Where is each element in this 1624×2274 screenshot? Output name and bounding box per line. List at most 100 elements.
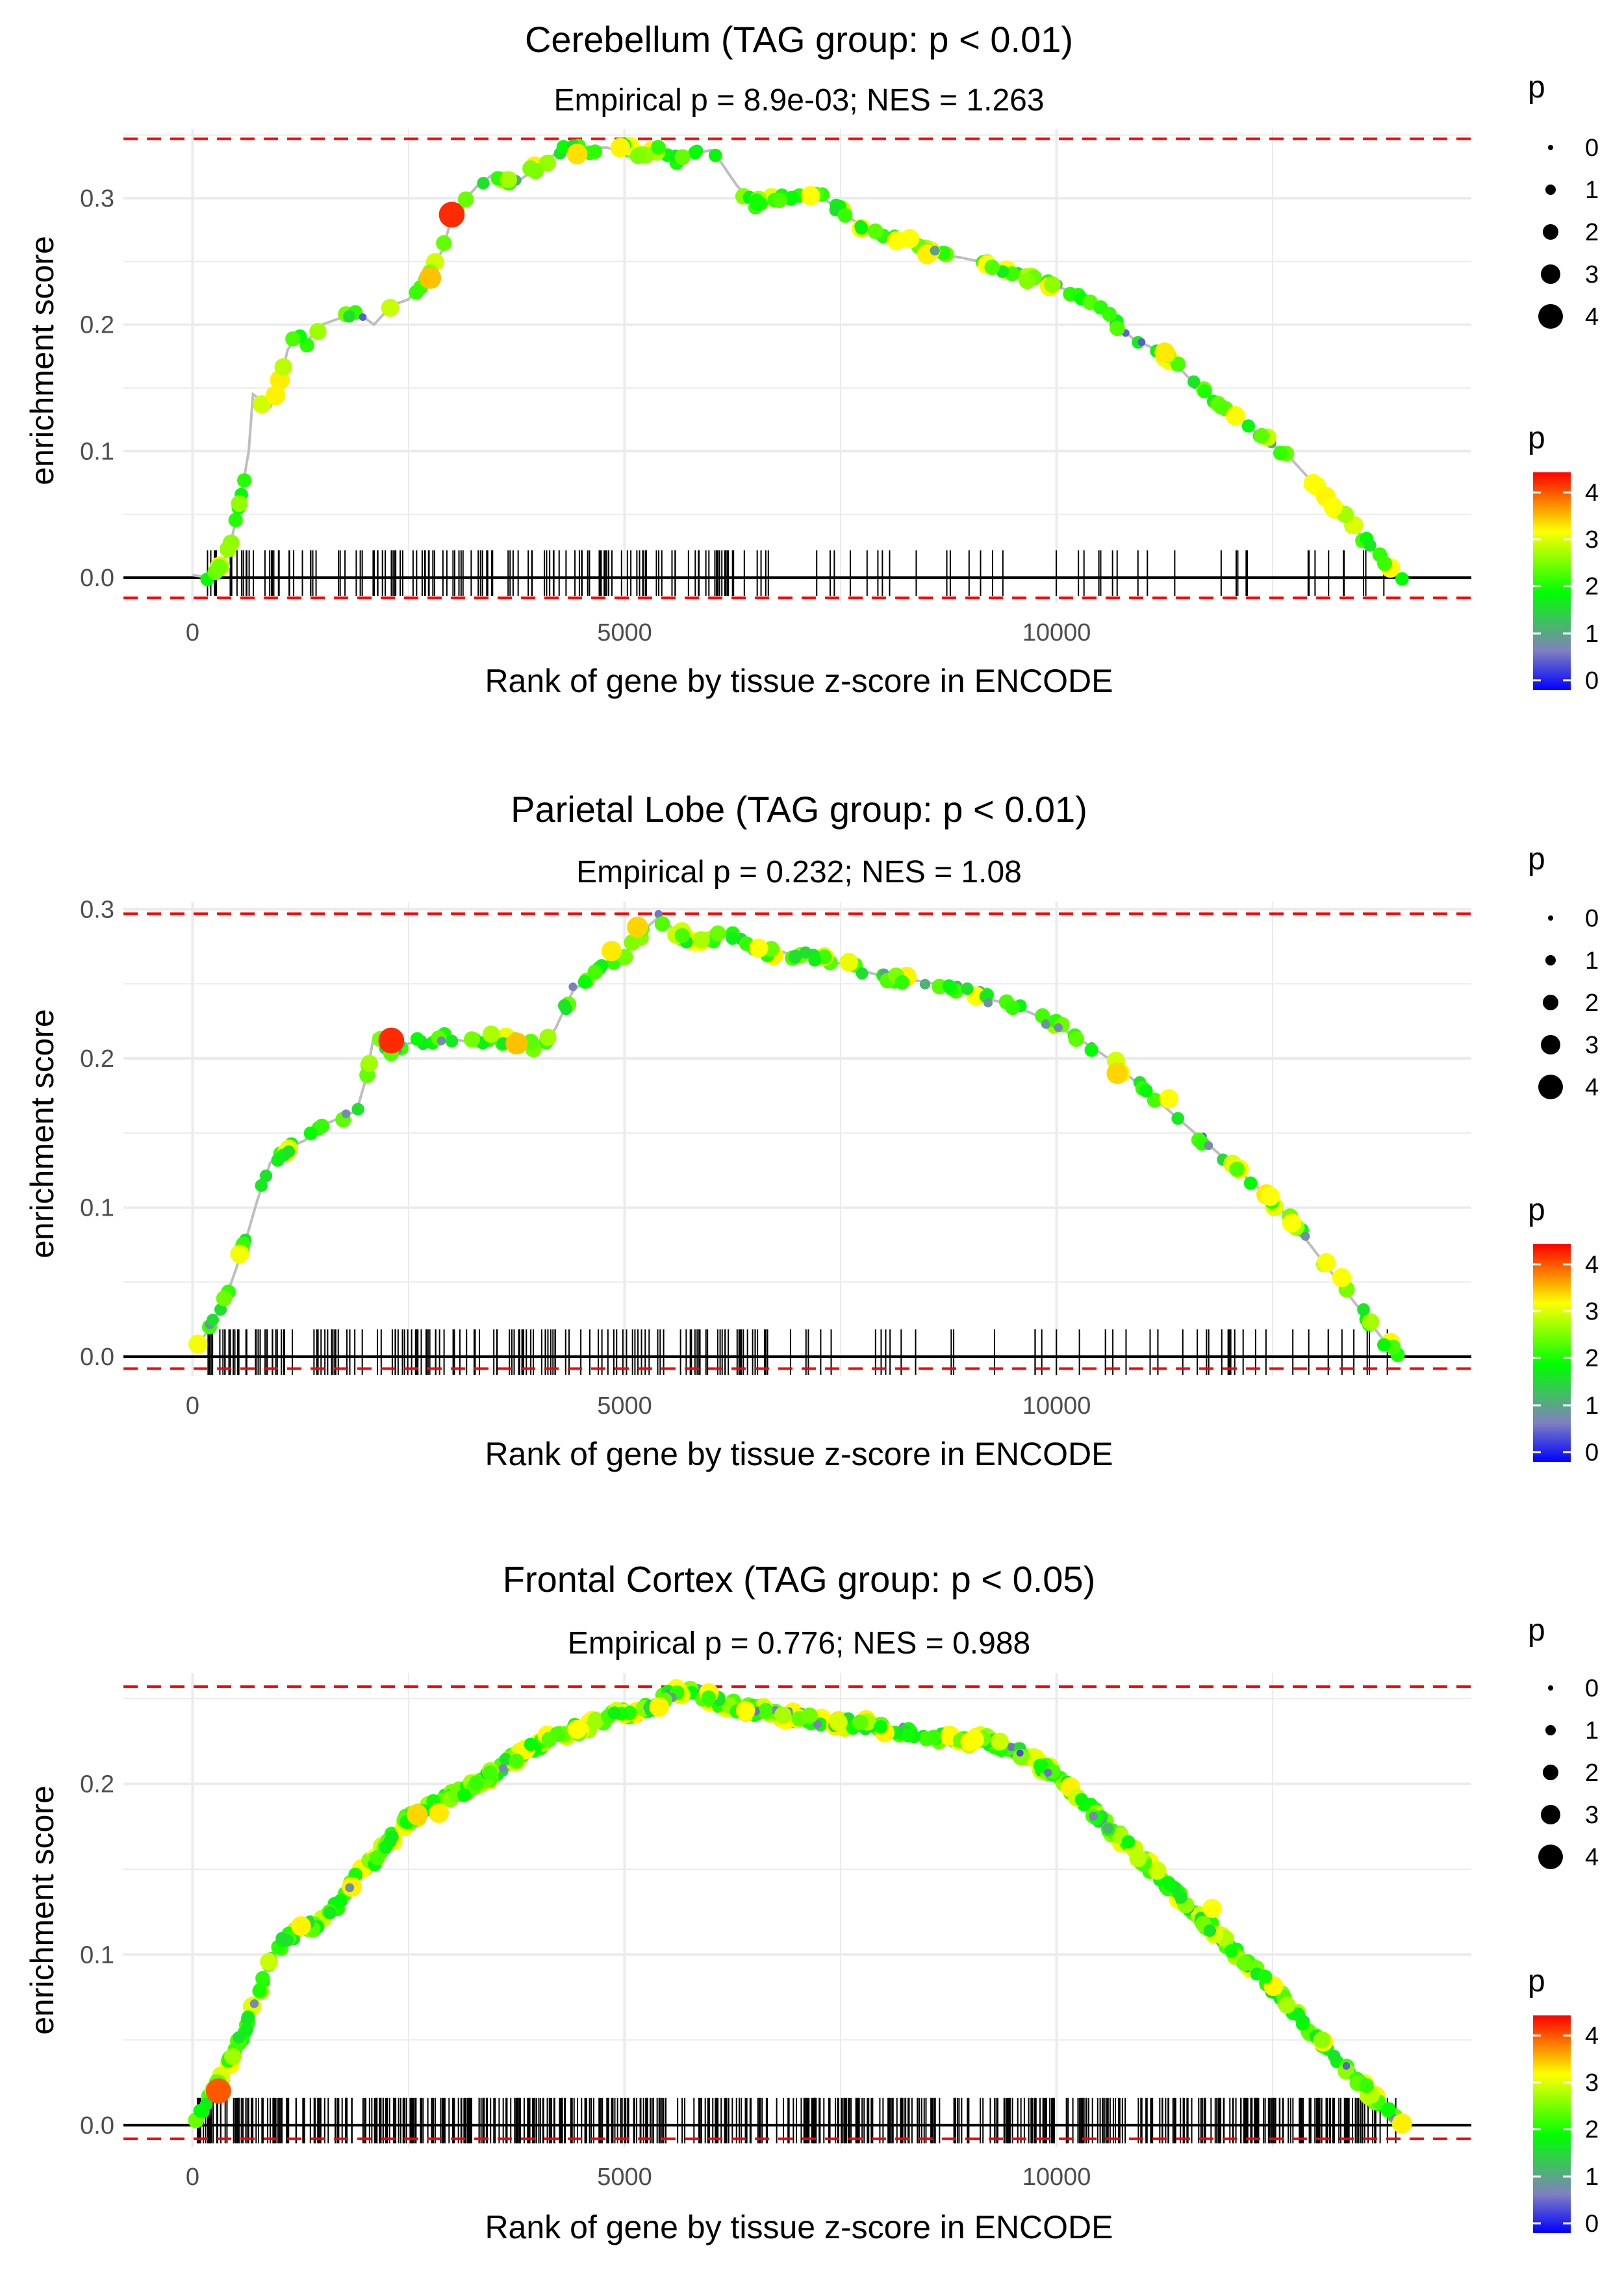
es-point — [1008, 1743, 1016, 1752]
size-legend-key — [1543, 995, 1558, 1010]
es-point — [333, 1894, 348, 1908]
es-point — [708, 148, 722, 162]
y-axis-title: enrichment score — [24, 1009, 60, 1258]
es-point — [856, 967, 869, 980]
es-point — [249, 1999, 259, 2008]
y-axis-title: enrichment score — [24, 236, 60, 485]
es-point — [757, 1704, 773, 1719]
es-point — [829, 1713, 848, 1731]
es-point — [785, 190, 800, 205]
es-point — [1254, 428, 1269, 444]
size-legend-label: 3 — [1585, 261, 1599, 288]
color-legend-title: p — [1528, 421, 1545, 455]
es-point — [324, 1906, 337, 1919]
size-legend-label: 1 — [1585, 1717, 1599, 1744]
x-tick-label: 10000 — [1022, 1392, 1091, 1420]
es-point — [309, 323, 327, 340]
es-point — [1041, 1019, 1051, 1029]
es-point — [1019, 272, 1035, 289]
x-tick-label: 10000 — [1022, 2164, 1091, 2191]
es-point — [483, 1765, 498, 1781]
es-point — [749, 193, 764, 208]
es-point — [984, 259, 1000, 275]
es-point — [345, 1883, 355, 1893]
es-point — [522, 160, 539, 177]
color-legend-label: 2 — [1585, 2116, 1599, 2143]
panel-subtitle: Empirical p = 8.9e-03; NES = 1.263 — [553, 83, 1044, 118]
es-point — [961, 982, 974, 995]
es-point — [211, 559, 228, 575]
y-tick-label: 0.3 — [80, 896, 114, 923]
es-point — [692, 931, 710, 949]
es-point-highlight — [566, 144, 588, 164]
color-legend-label: 1 — [1585, 1392, 1599, 1420]
es-point — [1102, 1823, 1113, 1834]
es-point — [1328, 2049, 1341, 2062]
rug-marks — [207, 1329, 1388, 1375]
y-tick-label: 0.2 — [80, 1045, 114, 1073]
es-point — [1292, 2009, 1306, 2022]
es-point — [457, 191, 474, 208]
plot-area: 0 5000 10000 0.0 0.1 0.2 0.3 — [80, 896, 1471, 1420]
es-point — [370, 1850, 385, 1865]
es-point-highlight — [627, 916, 648, 938]
es-point — [558, 999, 571, 1012]
color-legend-label: 1 — [1585, 2164, 1599, 2191]
es-point — [509, 1753, 524, 1769]
panel-cerebellum: Cerebellum (TAG group: p < 0.01) Empiric… — [24, 19, 1599, 699]
color-bar — [1533, 472, 1571, 690]
es-point — [1377, 1338, 1391, 1352]
y-tick-label: 0.0 — [80, 1344, 114, 1371]
size-legend-label: 2 — [1585, 1759, 1599, 1787]
es-point-highlight — [419, 266, 442, 289]
es-point — [772, 192, 788, 209]
es-point — [1391, 2113, 1412, 2134]
es-point — [361, 1054, 378, 1073]
size-legend-label: 2 — [1585, 990, 1599, 1017]
es-point — [457, 1788, 471, 1802]
es-point — [1359, 2078, 1374, 2093]
es-point — [228, 513, 243, 528]
es-points — [188, 910, 1405, 1362]
es-point — [482, 1025, 500, 1043]
es-point — [1102, 307, 1117, 322]
es-point — [930, 246, 940, 256]
es-point — [233, 2031, 246, 2044]
es-point — [255, 1971, 270, 1986]
es-point — [260, 1952, 278, 1971]
color-legend-label: 2 — [1585, 573, 1599, 600]
size-legend: p 0 1 2 3 4 — [1528, 70, 1599, 331]
es-point — [220, 541, 237, 557]
es-point — [207, 1314, 219, 1326]
es-point — [654, 916, 670, 932]
es-point — [252, 395, 271, 414]
color-legend: p 4 3 2 1 0 — [1528, 1964, 1599, 2238]
es-point — [359, 313, 367, 321]
es-point — [1395, 572, 1409, 586]
es-point-highlight — [735, 1700, 755, 1720]
es-point — [1033, 1758, 1048, 1772]
es-point — [1213, 399, 1230, 415]
es-point-highlight — [378, 1027, 405, 1054]
es-point — [709, 925, 726, 941]
es-point-highlight — [748, 938, 768, 958]
es-point — [241, 2012, 254, 2025]
size-legend-label: 0 — [1585, 134, 1599, 162]
color-legend-title: p — [1528, 1193, 1545, 1227]
es-point-highlight — [1202, 1898, 1222, 1919]
plot-area: 0 5000 10000 0.0 0.1 0.2 — [80, 1673, 1471, 2191]
panel-title: Parietal Lobe (TAG group: p < 0.01) — [511, 789, 1087, 830]
size-legend-key — [1538, 1075, 1563, 1099]
es-point — [437, 1036, 446, 1045]
es-point — [624, 934, 641, 951]
es-point — [445, 1034, 459, 1048]
es-point — [1258, 1969, 1273, 1984]
panel-parietal-lobe: Parietal Lobe (TAG group: p < 0.01) Empi… — [24, 789, 1599, 1472]
x-axis-title: Rank of gene by tissue z-score in ENCODE — [485, 1436, 1113, 1472]
es-point — [1089, 1811, 1098, 1820]
es-point — [808, 953, 822, 967]
size-legend-key — [1538, 1845, 1563, 1869]
x-tick-label: 5000 — [597, 1392, 652, 1420]
es-point — [587, 964, 603, 980]
